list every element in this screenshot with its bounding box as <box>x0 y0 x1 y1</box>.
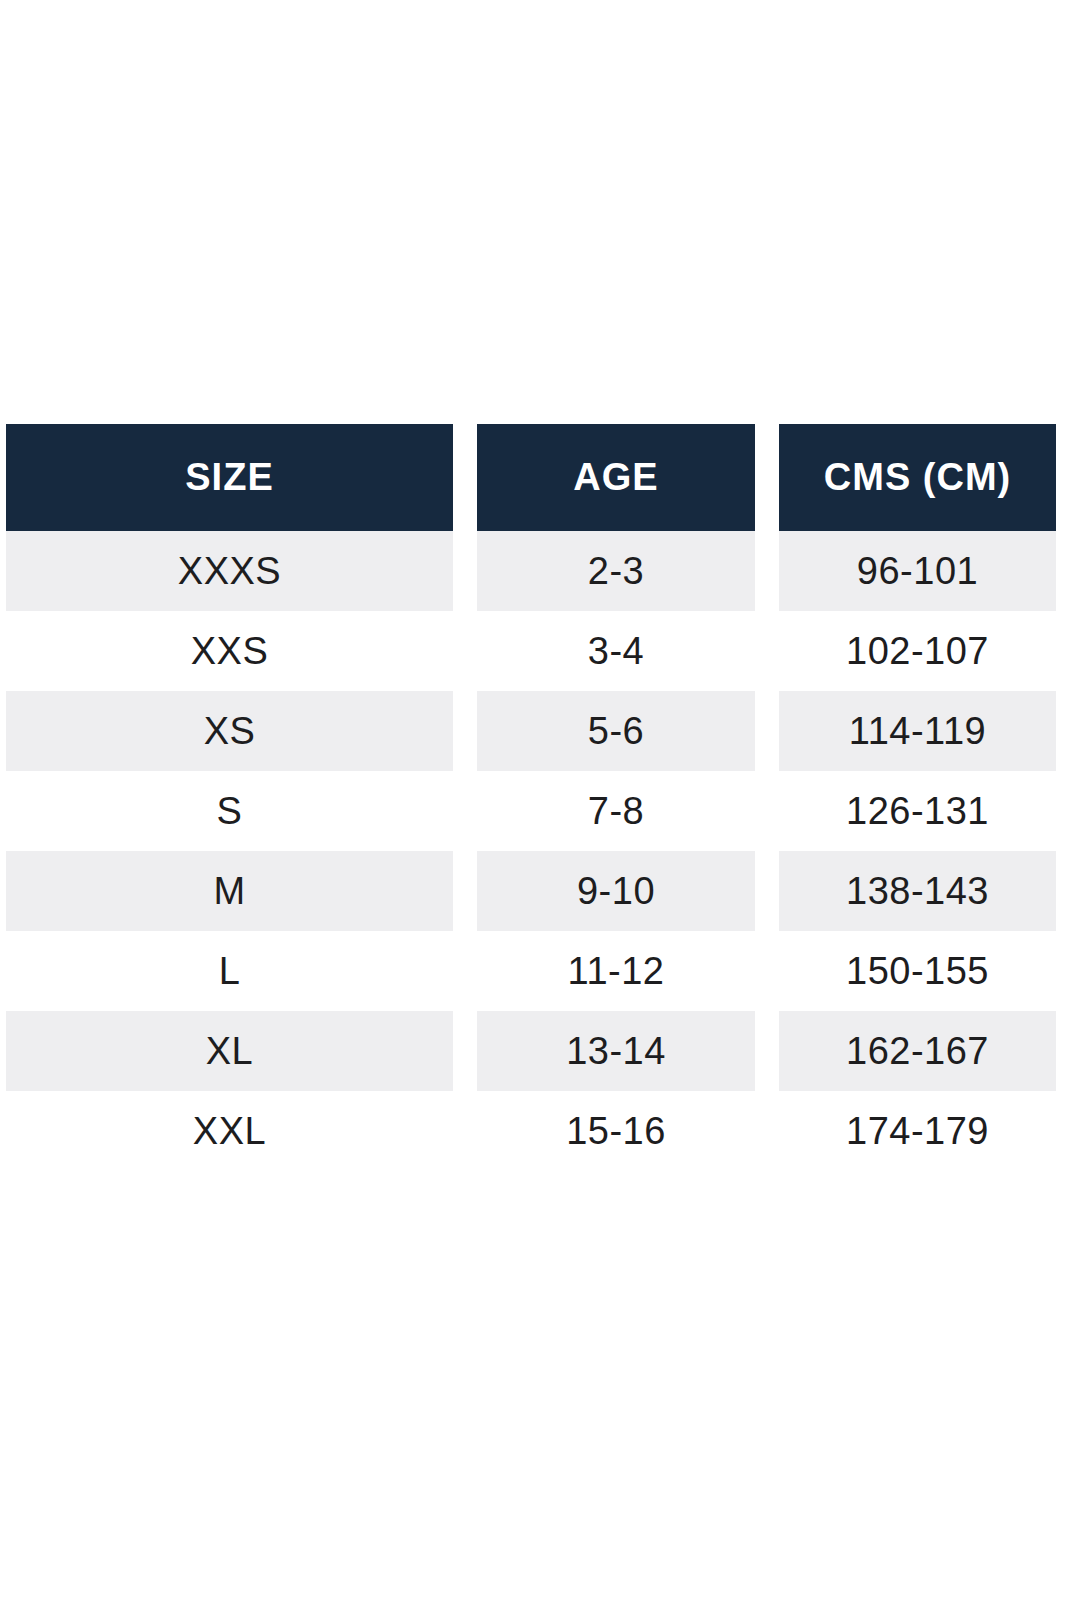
age-cell: 2-3 <box>477 531 755 611</box>
size-cell: XXS <box>6 611 453 691</box>
table-row: S 7-8 126-131 <box>6 771 1056 851</box>
age-cell: 5-6 <box>477 691 755 771</box>
size-cell: XXL <box>6 1091 453 1171</box>
age-cell: 15-16 <box>477 1091 755 1171</box>
cms-cell: 102-107 <box>779 611 1056 691</box>
table-row: L 11-12 150-155 <box>6 931 1056 1011</box>
age-cell: 7-8 <box>477 771 755 851</box>
size-chart-table: SIZE AGE CMS (CM) XXXS 2-3 96-101 XXS 3-… <box>6 424 1056 1171</box>
cms-cell: 96-101 <box>779 531 1056 611</box>
age-cell: 3-4 <box>477 611 755 691</box>
cms-cell: 126-131 <box>779 771 1056 851</box>
table-row: XS 5-6 114-119 <box>6 691 1056 771</box>
size-cell: L <box>6 931 453 1011</box>
column-header-size: SIZE <box>6 424 453 531</box>
cms-cell: 174-179 <box>779 1091 1056 1171</box>
size-cell: M <box>6 851 453 931</box>
table-header-row: SIZE AGE CMS (CM) <box>6 424 1056 531</box>
cms-cell: 150-155 <box>779 931 1056 1011</box>
cms-cell: 162-167 <box>779 1011 1056 1091</box>
table-row: XXXS 2-3 96-101 <box>6 531 1056 611</box>
table-row: M 9-10 138-143 <box>6 851 1056 931</box>
age-cell: 13-14 <box>477 1011 755 1091</box>
size-cell: S <box>6 771 453 851</box>
age-cell: 9-10 <box>477 851 755 931</box>
column-header-age: AGE <box>477 424 755 531</box>
table-row: XXS 3-4 102-107 <box>6 611 1056 691</box>
table-row: XL 13-14 162-167 <box>6 1011 1056 1091</box>
size-cell: XL <box>6 1011 453 1091</box>
size-cell: XXXS <box>6 531 453 611</box>
age-cell: 11-12 <box>477 931 755 1011</box>
cms-cell: 114-119 <box>779 691 1056 771</box>
cms-cell: 138-143 <box>779 851 1056 931</box>
size-cell: XS <box>6 691 453 771</box>
table-row: XXL 15-16 174-179 <box>6 1091 1056 1171</box>
column-header-cms: CMS (CM) <box>779 424 1056 531</box>
